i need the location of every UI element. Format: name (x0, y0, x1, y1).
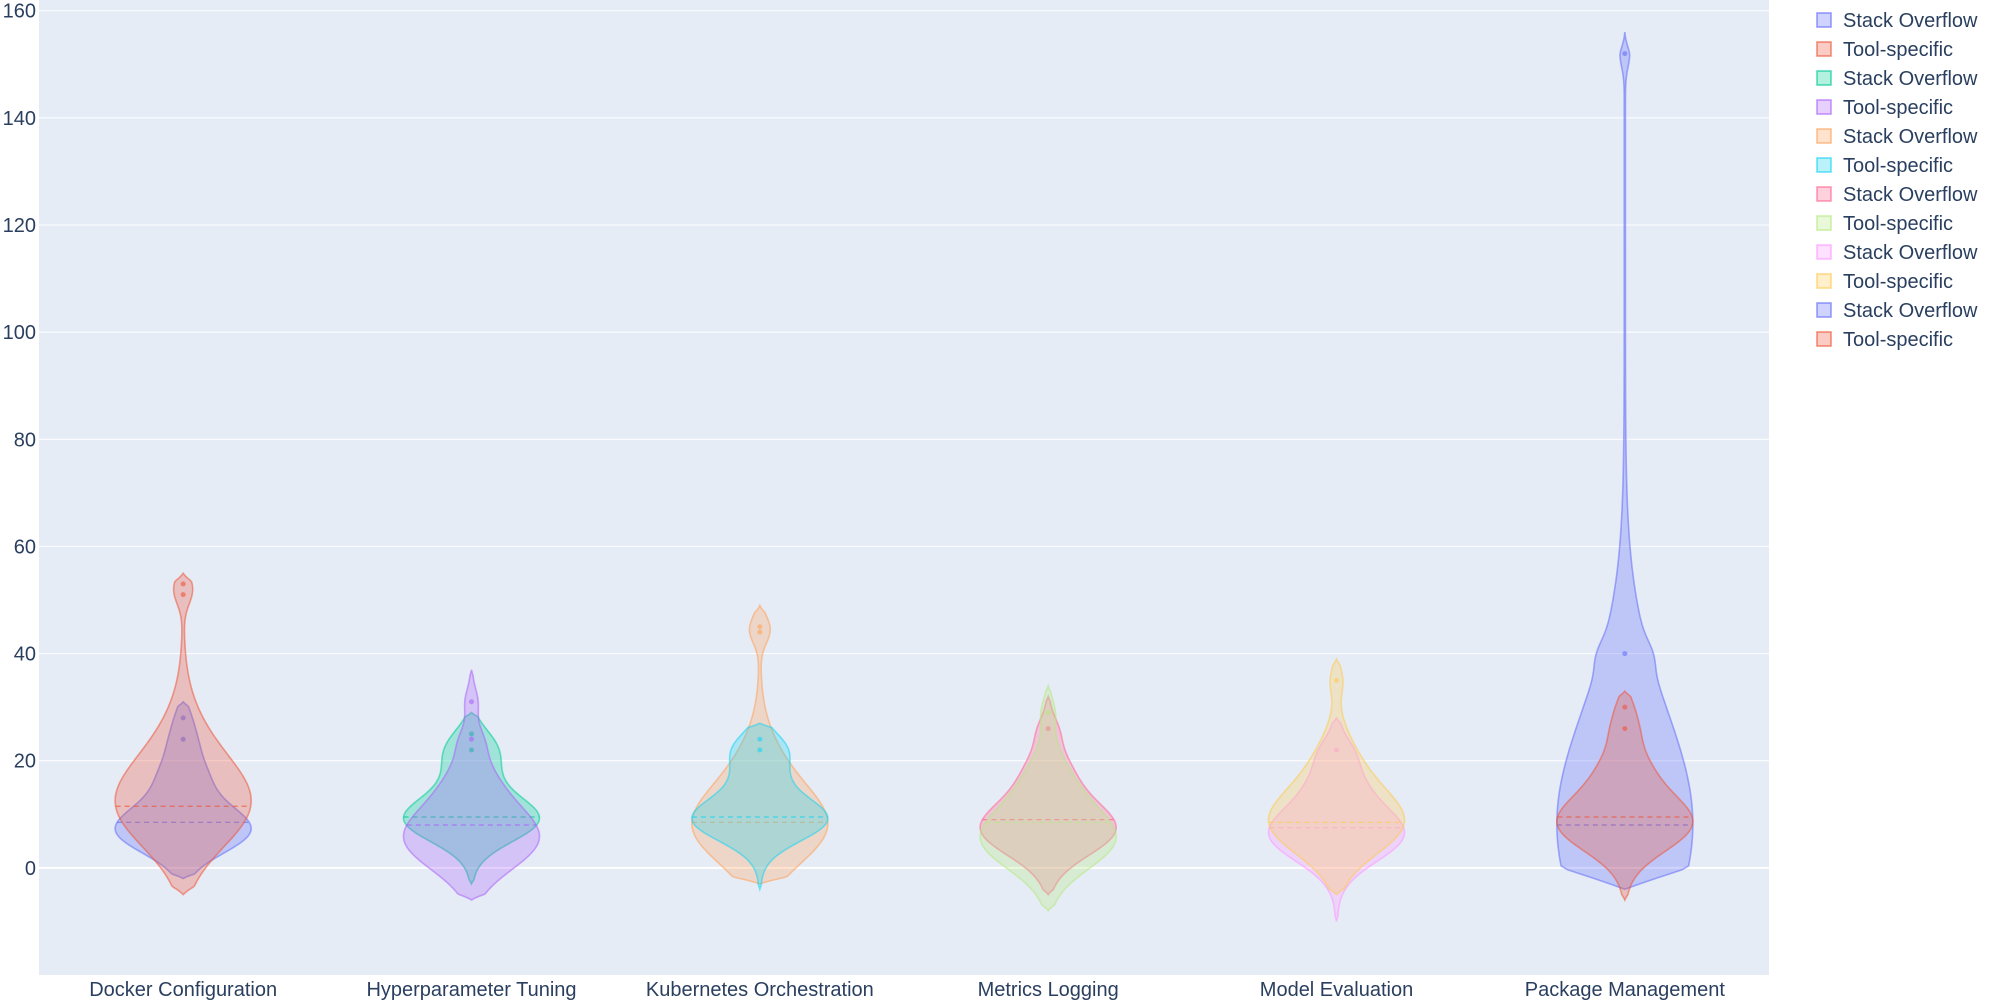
violin-12[interactable] (1556, 689, 1694, 902)
y-axis: 0 20 40 60 80 100 120 140 160 (3, 1, 36, 880)
violin-9[interactable] (1267, 716, 1406, 922)
violin-point (180, 581, 186, 587)
legend-swatch (1816, 99, 1832, 115)
violin-point (1622, 651, 1628, 657)
violin-point (1622, 51, 1628, 57)
violin-8[interactable] (979, 682, 1117, 912)
violin-point (469, 699, 474, 705)
x-tick-label: Metrics Logging (978, 979, 1119, 1000)
violin-point (1045, 710, 1051, 715)
violin-point (757, 747, 763, 753)
legend-item[interactable]: Tool-specific (1816, 213, 1953, 235)
violin-point (757, 629, 763, 635)
y-tick-label: 20 (14, 751, 36, 773)
violin-7[interactable] (979, 693, 1117, 896)
x-tick-label: Model Evaluation (1260, 979, 1413, 1000)
violin-point (180, 592, 186, 598)
legend-swatch (1816, 302, 1832, 318)
legend-item[interactable]: Stack Overflow (1816, 300, 1978, 322)
legend-label: Stack Overflow (1843, 68, 1978, 90)
legend-label: Tool-specific (1843, 329, 1953, 351)
violin-point (757, 736, 763, 742)
x-tick-label: Hyperparameter Tuning (366, 979, 576, 1000)
legend-item[interactable]: Stack Overflow (1816, 126, 1978, 148)
legend-label: Tool-specific (1843, 39, 1953, 61)
legend-item[interactable]: Stack Overflow (1816, 242, 1978, 264)
violin-1[interactable] (114, 700, 252, 880)
legend-swatch (1816, 186, 1832, 202)
x-tick-label: Package Management (1525, 979, 1726, 1000)
violin-point (180, 736, 186, 742)
violins (114, 32, 1694, 922)
legend-swatch (1816, 273, 1832, 289)
y-tick-label: 0 (25, 858, 36, 880)
y-tick-label: 40 (14, 644, 36, 666)
legend[interactable]: Stack Overflow Tool-specific Stack Overflo… (1816, 10, 1978, 351)
violin-point (1622, 704, 1628, 710)
x-axis: Docker Configuration Hyperparameter Tunin… (89, 979, 1725, 1000)
violin-point (1622, 726, 1628, 732)
legend-label: Tool-specific (1843, 271, 1953, 293)
violin-6[interactable] (691, 722, 829, 893)
y-tick-label: 100 (3, 322, 36, 344)
plot-area (39, 0, 1769, 975)
violin-point (1334, 747, 1339, 753)
legend-swatch (1816, 41, 1832, 57)
y-tick-label: 160 (3, 1, 36, 23)
x-tick-label: Docker Configuration (89, 979, 277, 1000)
y-tick-label: 120 (3, 215, 36, 237)
violin-point (180, 715, 186, 721)
legend-swatch (1816, 12, 1832, 28)
y-tick-label: 140 (3, 108, 36, 130)
legend-swatch (1816, 331, 1832, 347)
legend-item[interactable]: Stack Overflow (1816, 10, 1978, 32)
legend-item[interactable]: Tool-specific (1816, 329, 1953, 351)
x-tick-label: Kubernetes Orchestration (646, 979, 874, 1000)
y-tick-label: 80 (14, 429, 36, 451)
legend-item[interactable]: Tool-specific (1816, 97, 1953, 119)
legend-label: Stack Overflow (1843, 300, 1978, 322)
legend-label: Tool-specific (1843, 97, 1953, 119)
violin-point (469, 736, 474, 742)
legend-item[interactable]: Stack Overflow (1816, 68, 1978, 90)
violin-point (1045, 726, 1051, 732)
legend-item[interactable]: Tool-specific (1816, 155, 1953, 177)
legend-swatch (1816, 70, 1832, 86)
legend-label: Tool-specific (1843, 155, 1953, 177)
grid (39, 10, 1769, 869)
legend-label: Stack Overflow (1843, 184, 1978, 206)
violin-11[interactable] (1556, 32, 1694, 891)
legend-label: Stack Overflow (1843, 242, 1978, 264)
violin-point (757, 624, 763, 630)
legend-swatch (1816, 244, 1832, 260)
legend-label: Stack Overflow (1843, 10, 1978, 32)
legend-swatch (1816, 128, 1832, 144)
legend-label: Stack Overflow (1843, 126, 1978, 148)
violin-5[interactable] (691, 603, 829, 885)
legend-item[interactable]: Tool-specific (1816, 39, 1953, 61)
violin-2[interactable] (114, 571, 252, 896)
legend-item[interactable]: Tool-specific (1816, 271, 1953, 293)
violin-point (469, 731, 474, 737)
violin-4[interactable] (402, 669, 541, 901)
legend-swatch (1816, 157, 1832, 173)
y-tick-label: 60 (14, 536, 36, 558)
violin-point (1334, 677, 1339, 683)
legend-label: Tool-specific (1843, 213, 1953, 235)
violin-10[interactable] (1267, 656, 1406, 896)
legend-swatch (1816, 215, 1832, 231)
violin-3[interactable] (402, 711, 541, 886)
violin-point (469, 747, 474, 753)
legend-item[interactable]: Stack Overflow (1816, 184, 1978, 206)
